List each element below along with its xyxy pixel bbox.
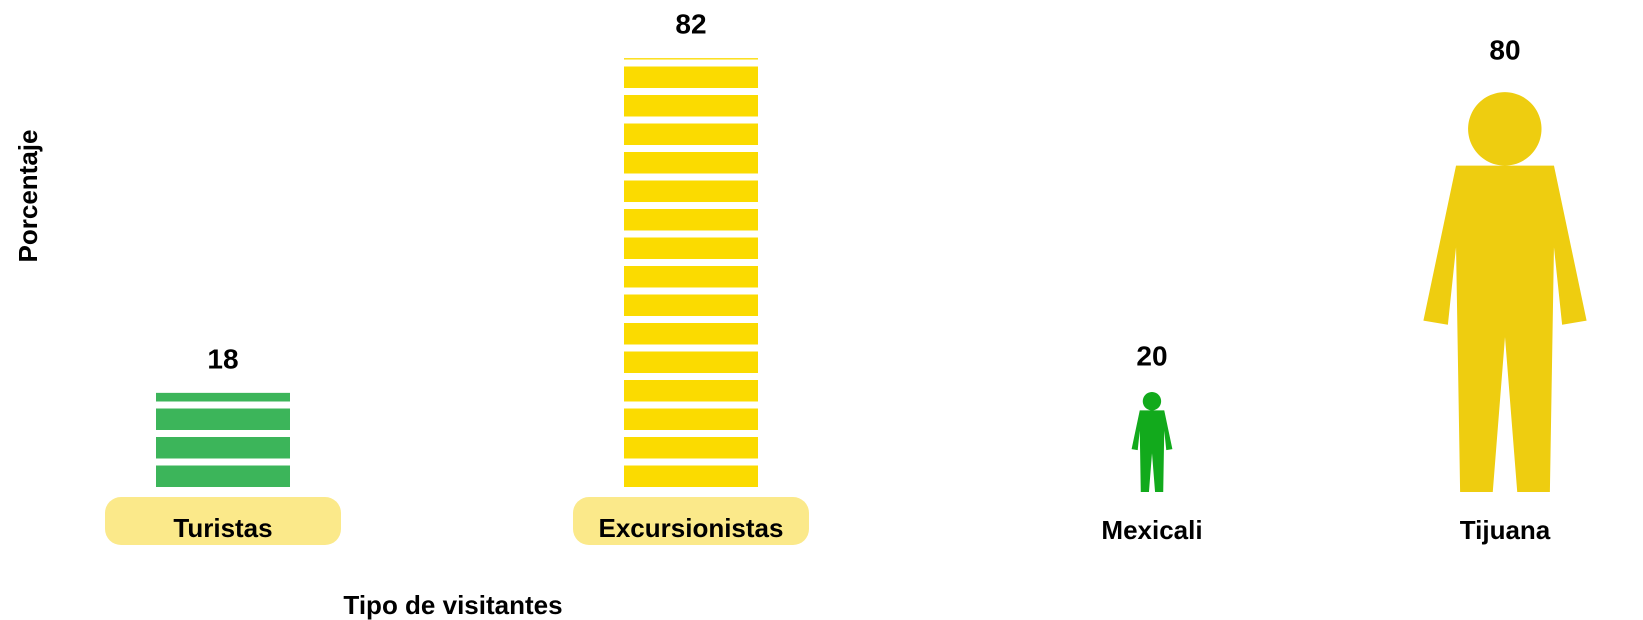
category-label: Excursionistas xyxy=(599,513,784,543)
bar xyxy=(156,393,290,487)
pictogram xyxy=(1423,92,1586,492)
pictogram xyxy=(1132,392,1173,492)
value-label: 18 xyxy=(207,343,238,374)
value-label: 20 xyxy=(1136,340,1167,371)
category-label: Mexicali xyxy=(1101,515,1202,545)
value-label: 80 xyxy=(1489,34,1520,65)
x-axis-label: Tipo de visitantes xyxy=(343,590,562,620)
y-axis-label: Porcentaje xyxy=(13,130,43,263)
chart: Porcentaje Tipo de visitantes 18 Turistas… xyxy=(0,0,1643,620)
bar xyxy=(624,58,758,487)
category-label: Tijuana xyxy=(1460,515,1551,545)
value-label: 82 xyxy=(675,9,706,40)
category-label: Turistas xyxy=(173,513,272,543)
page: Porcentaje Tipo de visitantes 18 Turistas… xyxy=(0,0,1643,620)
